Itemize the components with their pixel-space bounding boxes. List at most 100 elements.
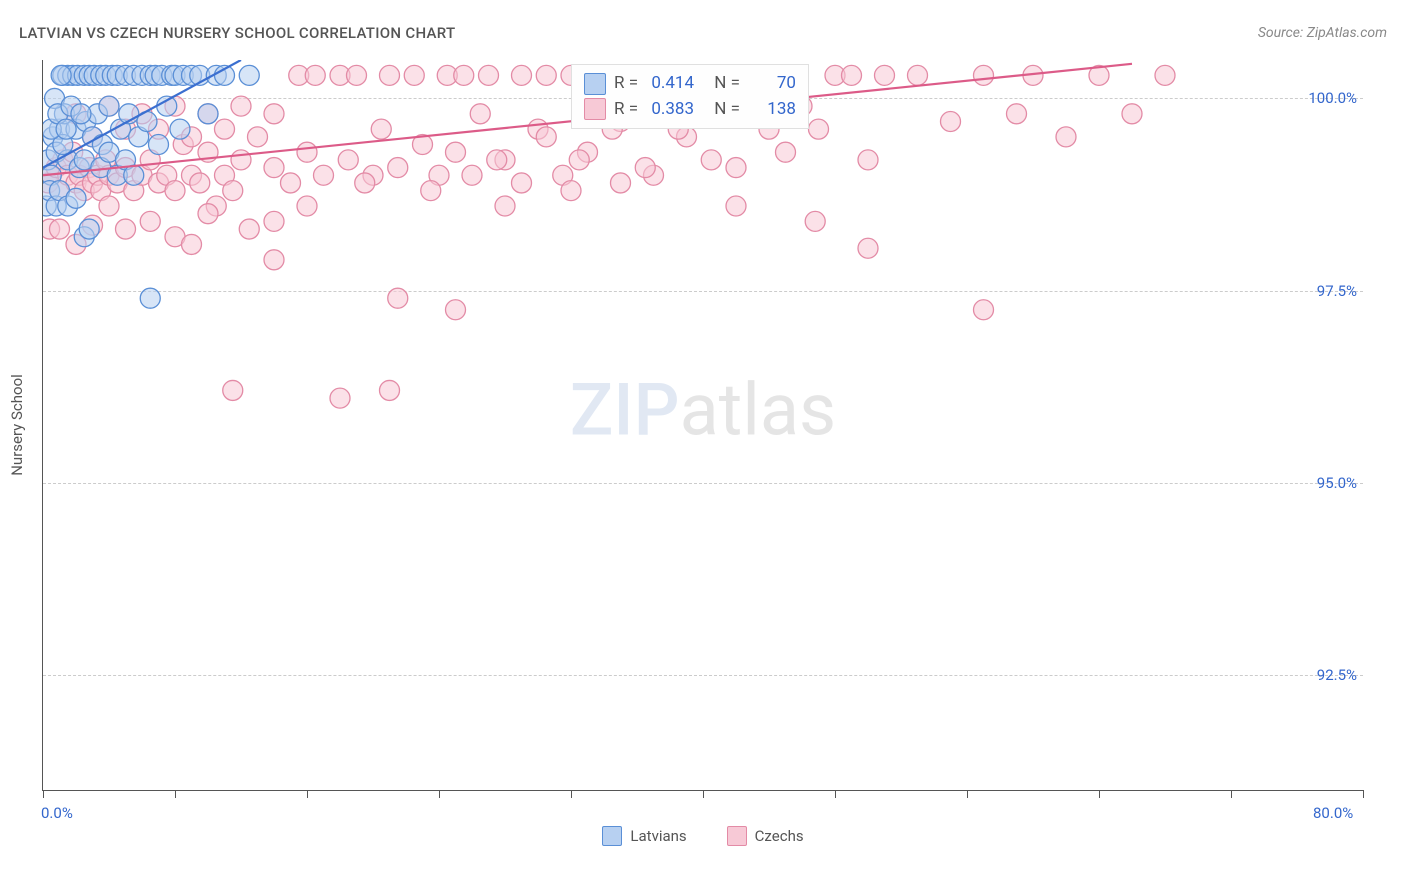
x-tick <box>43 790 44 798</box>
data-point <box>170 119 190 139</box>
data-point <box>421 181 441 201</box>
stat-N-latvians: 70 <box>748 71 796 97</box>
legend-label-latvians: Latvians <box>630 827 686 845</box>
data-point <box>842 65 862 85</box>
data-point <box>470 104 490 124</box>
stat-R-latvians: 0.414 <box>646 71 694 97</box>
data-point <box>338 150 358 170</box>
data-point <box>79 219 99 239</box>
data-point <box>941 111 961 131</box>
data-point <box>124 165 144 185</box>
data-point <box>561 181 581 201</box>
data-point <box>726 196 746 216</box>
legend-item-czechs: Czechs <box>727 826 804 846</box>
data-point <box>1007 104 1027 124</box>
data-point <box>1122 104 1142 124</box>
title-row: LATVIAN VS CZECH NURSERY SCHOOL CORRELAT… <box>19 24 1387 42</box>
stat-R-label: R = <box>614 97 638 123</box>
data-point <box>198 204 218 224</box>
data-point <box>99 196 119 216</box>
data-point <box>388 288 408 308</box>
chart-title: LATVIAN VS CZECH NURSERY SCHOOL CORRELAT… <box>19 24 455 42</box>
data-point <box>165 181 185 201</box>
data-point <box>487 150 507 170</box>
data-point <box>726 158 746 178</box>
stat-N-label: N = <box>714 71 740 97</box>
data-point <box>446 300 466 320</box>
x-tick <box>571 790 572 798</box>
legend-swatch-latvians <box>602 826 622 846</box>
legend-swatch-czechs <box>727 826 747 846</box>
data-point <box>908 65 928 85</box>
data-point <box>805 211 825 231</box>
data-point <box>99 96 119 116</box>
data-point <box>330 388 350 408</box>
x-tick <box>1363 790 1364 798</box>
x-tick <box>703 790 704 798</box>
stat-R-label: R = <box>614 71 638 97</box>
stat-N-label: N = <box>714 97 740 123</box>
data-point <box>388 158 408 178</box>
data-point <box>858 238 878 258</box>
data-point <box>635 158 655 178</box>
data-point <box>512 173 532 193</box>
data-point <box>264 250 284 270</box>
data-point <box>248 127 268 147</box>
data-point <box>858 150 878 170</box>
data-point <box>536 65 556 85</box>
data-point <box>809 119 829 139</box>
data-point <box>71 104 91 124</box>
data-point <box>1056 127 1076 147</box>
data-point <box>239 219 259 239</box>
data-point <box>875 65 895 85</box>
data-point <box>305 65 325 85</box>
stats-row-latvians: R = 0.414 N = 70 <box>584 71 796 97</box>
x-tick <box>967 790 968 798</box>
data-point <box>281 173 301 193</box>
data-point <box>231 150 251 170</box>
bottom-legend: Latvians Czechs <box>0 826 1406 846</box>
stat-N-czechs: 138 <box>748 97 796 123</box>
x-axis-min-label: 0.0% <box>41 804 73 822</box>
data-point <box>182 234 202 254</box>
data-point <box>404 65 424 85</box>
data-point <box>314 165 334 185</box>
data-point <box>776 142 796 162</box>
data-point <box>190 173 210 193</box>
data-point <box>974 300 994 320</box>
data-point <box>569 150 589 170</box>
data-point <box>371 119 391 139</box>
data-point <box>512 65 532 85</box>
plot-area: Nursery School ZIPatlas R = 0.414 N = 70… <box>42 60 1363 791</box>
stat-R-czechs: 0.383 <box>646 97 694 123</box>
stats-row-czechs: R = 0.383 N = 138 <box>584 97 796 123</box>
x-tick <box>175 790 176 798</box>
data-point <box>380 380 400 400</box>
data-point <box>611 173 631 193</box>
data-point <box>479 65 499 85</box>
data-point <box>66 188 86 208</box>
data-point <box>462 165 482 185</box>
data-point <box>223 380 243 400</box>
data-point <box>215 119 235 139</box>
data-point <box>149 135 169 155</box>
stats-box: R = 0.414 N = 70 R = 0.383 N = 138 <box>571 64 809 129</box>
x-tick <box>439 790 440 798</box>
stats-swatch-czechs <box>584 98 606 120</box>
data-point <box>264 158 284 178</box>
data-point <box>56 119 76 139</box>
data-point <box>239 65 259 85</box>
x-tick <box>1099 790 1100 798</box>
data-point <box>495 196 515 216</box>
data-point <box>116 219 136 239</box>
data-point <box>355 173 375 193</box>
data-point <box>223 181 243 201</box>
data-point <box>974 65 994 85</box>
data-point <box>1155 65 1175 85</box>
y-axis-title: Nursery School <box>8 374 26 476</box>
data-point <box>50 219 70 239</box>
x-axis-max-label: 80.0% <box>1313 804 1353 822</box>
data-point <box>380 65 400 85</box>
data-point <box>347 65 367 85</box>
source-text: Source: ZipAtlas.com <box>1258 25 1387 41</box>
